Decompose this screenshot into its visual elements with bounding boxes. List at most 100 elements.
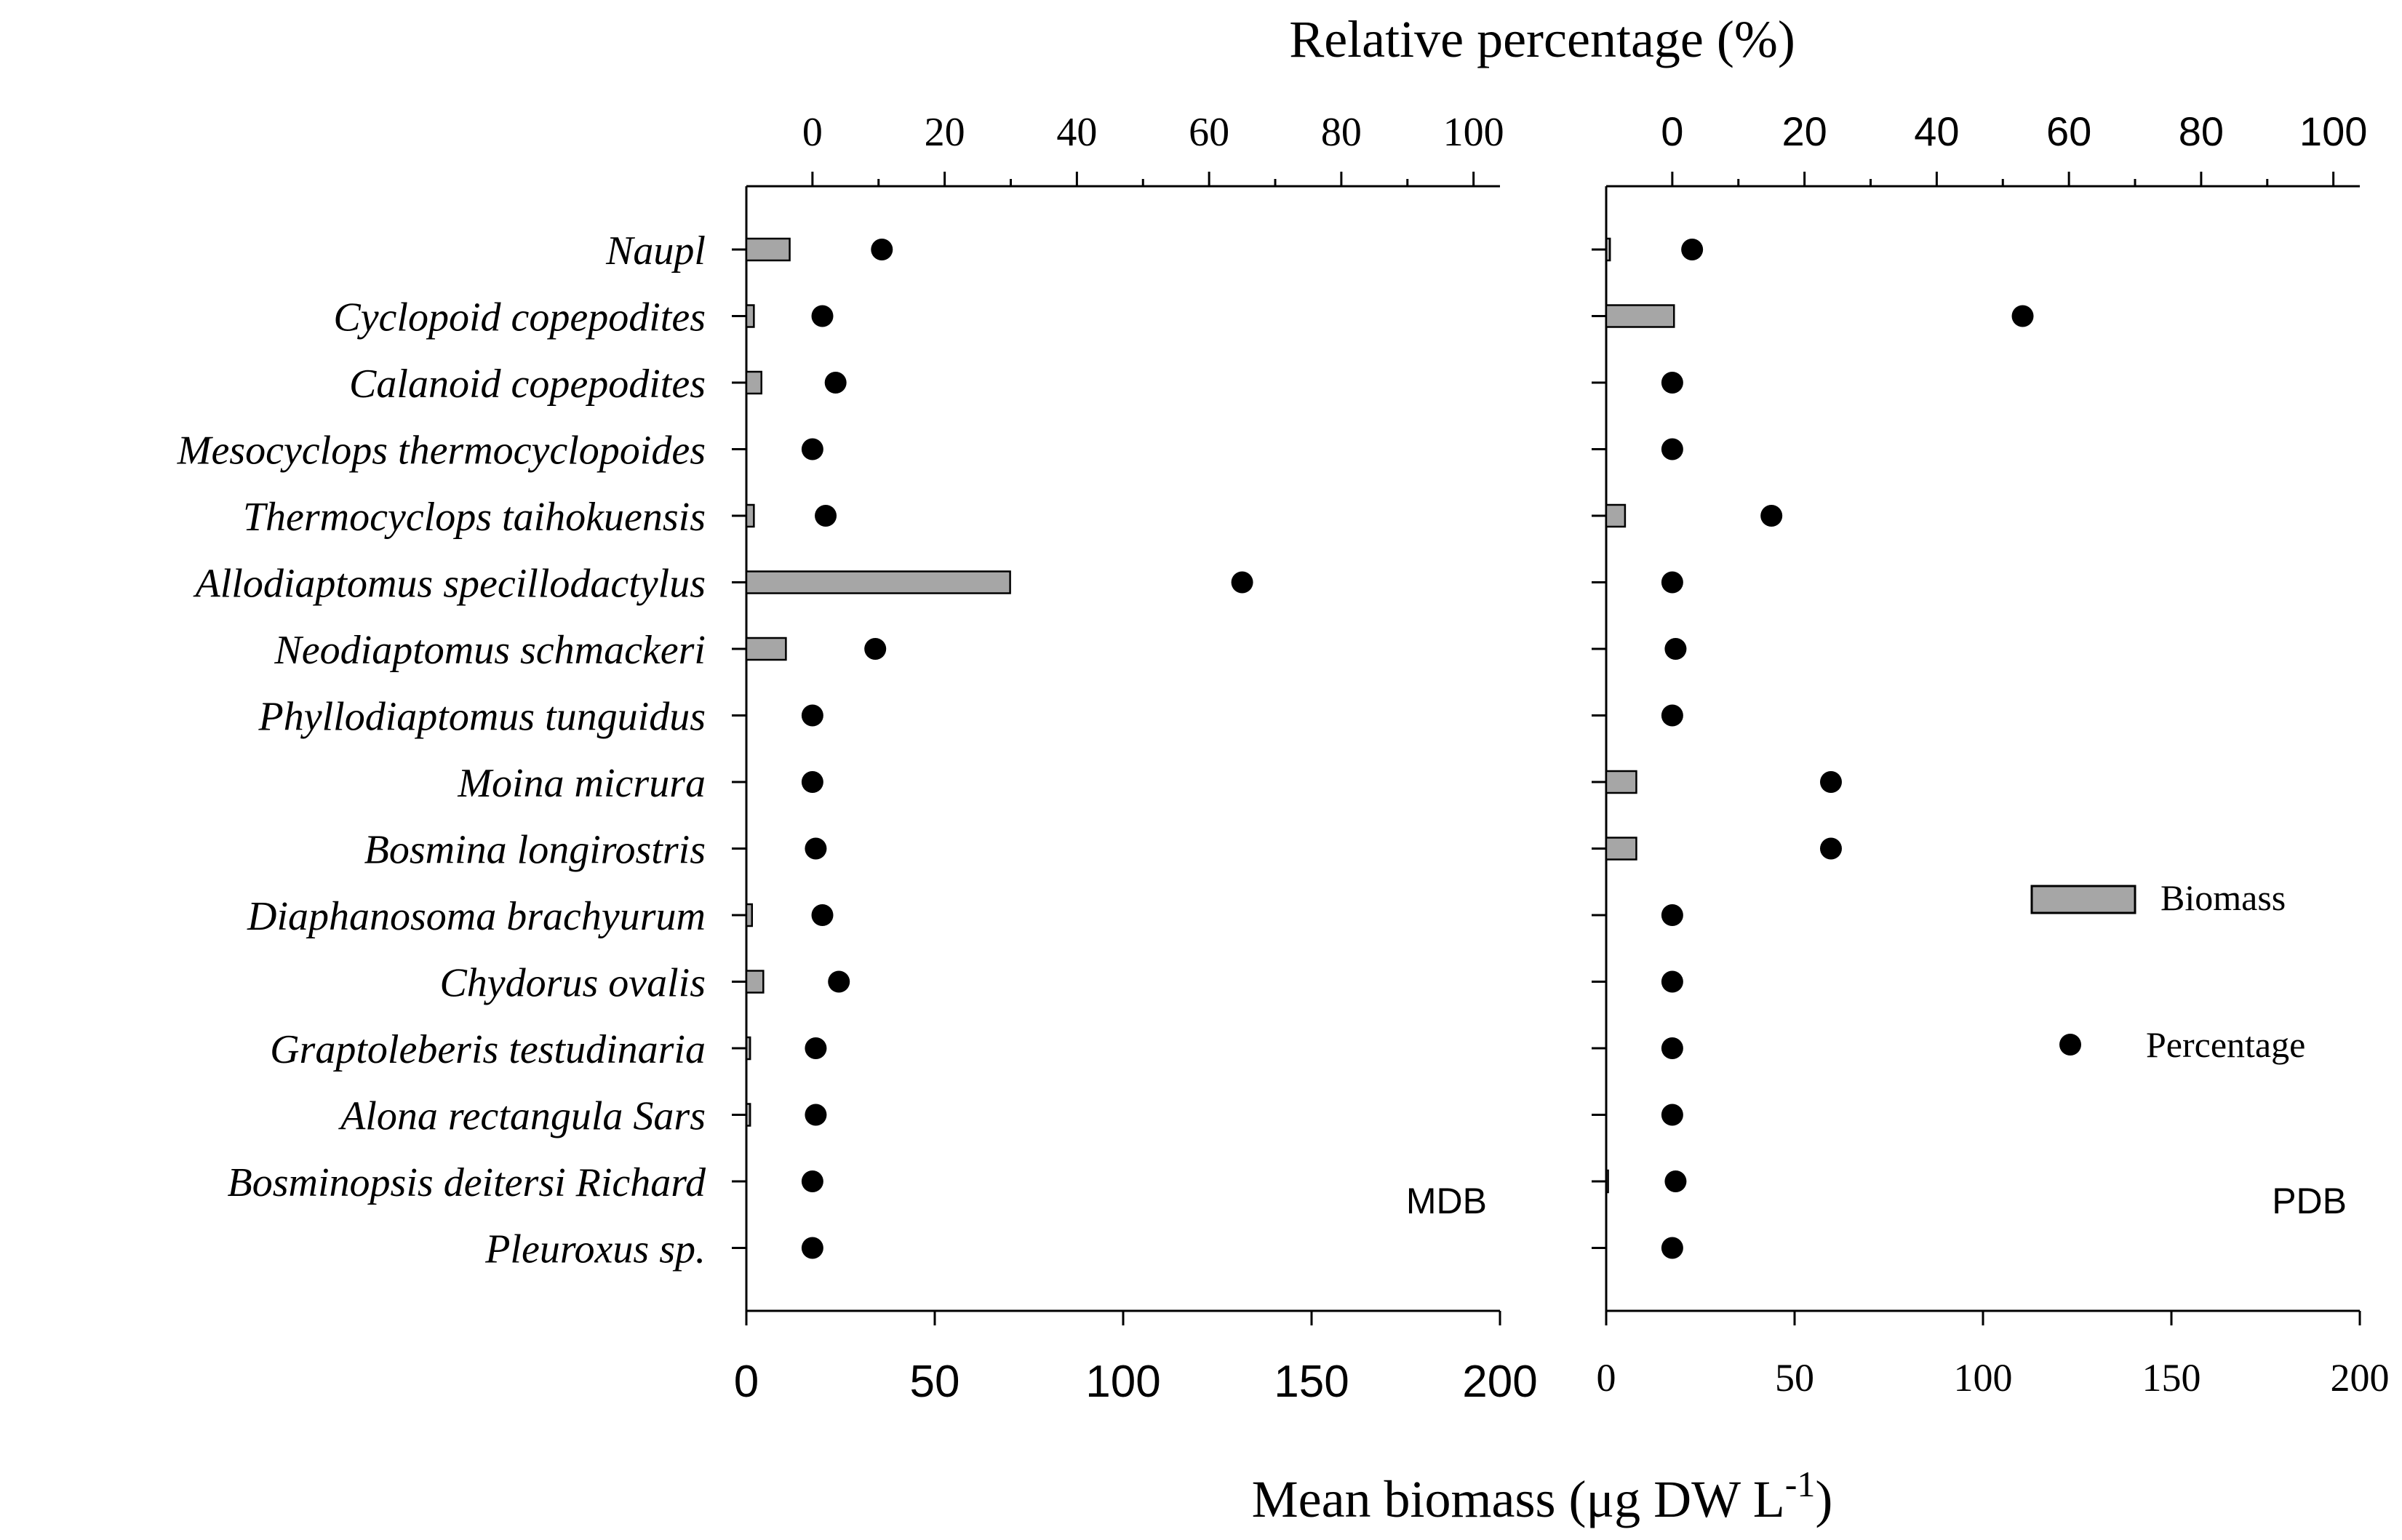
percentage-dot [1661, 904, 1683, 926]
biomass-bar [745, 1036, 751, 1061]
percentage-dot [815, 505, 837, 527]
top-axis-title: Relative percentage (%) [1289, 10, 1795, 68]
percentage-dot [1661, 1037, 1683, 1059]
category-label: Allodiaptomus specillodactylus [193, 562, 706, 607]
bottom-axis-title-suffix: ) [1815, 1470, 1832, 1528]
percentage-dot [828, 970, 850, 993]
biomass-bar [745, 570, 1011, 594]
panel-label: MDB [1406, 1181, 1487, 1221]
category-label: Thermocyclops taihokuensis [243, 495, 706, 540]
category-label: Phyllodiaptomus tunguidus [258, 695, 706, 740]
biomass-bar [745, 637, 787, 661]
bottom-tick-label: 100 [1085, 1357, 1160, 1407]
percentage-dot [871, 239, 893, 260]
percentage-dot [801, 771, 823, 793]
percentage-dot [1664, 1170, 1687, 1192]
category-label: Graptoleberis testudinaria [270, 1027, 706, 1072]
legend-biomass-label: Biomass [2160, 877, 2286, 918]
bottom-tick-label: 200 [2331, 1356, 2390, 1400]
percentage-dot [864, 638, 887, 660]
top-tick-label: 20 [925, 110, 965, 155]
category-label: Diaphanosoma brachyurum [247, 894, 706, 939]
top-tick-label: 80 [1321, 110, 1362, 155]
percentage-dot [801, 1170, 823, 1192]
percentage-dot [1661, 970, 1683, 993]
top-tick-label: 20 [1781, 108, 1827, 154]
biomass-bar [745, 503, 755, 528]
top-tick-label: 60 [2046, 108, 2091, 154]
biomass-bar [745, 370, 762, 395]
top-tick-label: 0 [802, 110, 823, 155]
biomass-bar [745, 1103, 751, 1127]
bottom-axis-title-superscript: -1 [1785, 1464, 1816, 1504]
percentage-dot [1661, 372, 1683, 394]
percentage-dot [801, 438, 823, 460]
bottom-tick-label: 50 [910, 1357, 960, 1407]
category-labels: Naupl Cyclopoid copepodites Calanoid copep… [177, 228, 706, 1272]
percentage-dot [805, 1104, 827, 1126]
bottom-axis-title-main: Mean biomass (μg DW L [1252, 1470, 1785, 1528]
top-tick-label: 40 [1914, 108, 1959, 154]
category-label: Alona rectangula Sars [338, 1094, 706, 1139]
bottom-tick-label: 0 [1597, 1356, 1616, 1400]
panel-pdb: 0 50 100 150 200 0 20 40 60 80 100 PDB [1592, 108, 2390, 1400]
category-label: Cyclopoid copepodites [333, 295, 706, 340]
panel-mdb: 0 50 100 150 200 0 20 40 60 80 100 MDB [732, 110, 1538, 1407]
biomass-bar [745, 304, 755, 328]
top-tick-label: 40 [1056, 110, 1097, 155]
top-tick-label: 0 [1661, 108, 1683, 154]
percentage-dot [1661, 1104, 1683, 1126]
percentage-dot [1760, 505, 1783, 527]
category-label: Bosmina longirostris [364, 828, 706, 873]
percentage-dot [1661, 571, 1683, 594]
legend-percentage-swatch [2059, 1034, 2081, 1056]
bottom-tick-label: 50 [1775, 1356, 1814, 1400]
bottom-tick-label: 100 [1954, 1356, 2013, 1400]
category-label: Naupl [605, 228, 706, 274]
percentage-dot [811, 305, 834, 327]
percentage-dot [1819, 771, 1842, 793]
legend-percentage-label: Percentage [2146, 1024, 2305, 1065]
category-label: Chydorus ovalis [439, 961, 706, 1006]
category-label: Bosminopsis deitersi Richard [228, 1160, 706, 1205]
biomass-bar [1605, 237, 1611, 262]
percentage-dot [1661, 438, 1683, 460]
percentage-dot [811, 904, 834, 926]
category-label: Pleuroxus sp. [484, 1227, 706, 1272]
biomass-bar [745, 970, 765, 994]
top-tick-label: 100 [2299, 108, 2367, 154]
panel-label: PDB [2272, 1181, 2347, 1221]
bottom-axis-title: Mean biomass (μg DW L-1) [1252, 1464, 1833, 1528]
bottom-tick-label: 0 [734, 1357, 759, 1407]
legend: Biomass Percentage [2030, 877, 2305, 1065]
top-tick-label: 80 [2179, 108, 2224, 154]
top-tick-label: 100 [1443, 110, 1504, 155]
biomass-bar [745, 237, 791, 262]
percentage-dot [805, 1037, 827, 1059]
percentage-dot [801, 1237, 823, 1259]
legend-biomass-swatch [2030, 885, 2136, 914]
percentage-dot [824, 372, 847, 394]
biomass-bar [1605, 837, 1637, 861]
percentage-dot [1664, 638, 1687, 660]
bottom-tick-label: 150 [1274, 1357, 1349, 1407]
percentage-dot [1819, 837, 1842, 860]
bottom-tick-label: 150 [2142, 1356, 2201, 1400]
biomass-bar [1605, 770, 1637, 794]
category-label: Calanoid copepodites [349, 362, 706, 407]
category-label: Neodiaptomus schmackeri [274, 628, 706, 673]
biomass-bar [1605, 503, 1627, 528]
bottom-tick-label: 200 [1462, 1357, 1537, 1407]
percentage-dot [1661, 704, 1683, 727]
category-label: Moina micrura [457, 761, 706, 806]
percentage-dot [1231, 571, 1253, 594]
biomass-bar [1605, 304, 1675, 328]
percentage-dot [1661, 1237, 1683, 1259]
top-tick-label: 60 [1189, 110, 1229, 155]
percentage-dot [2011, 305, 2034, 327]
biomass-bar [1605, 1169, 1609, 1194]
category-label: Mesocyclops thermocyclopoides [177, 428, 706, 474]
percentage-dot [801, 704, 823, 727]
